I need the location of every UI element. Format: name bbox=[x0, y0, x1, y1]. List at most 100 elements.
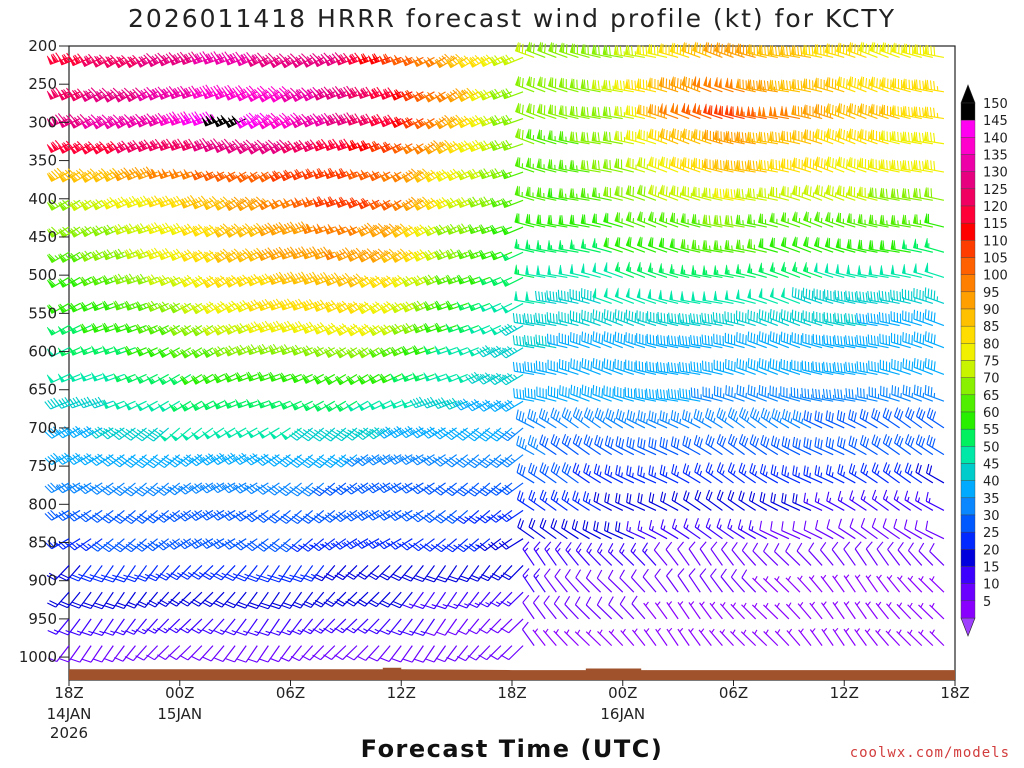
terrain-layer bbox=[69, 667, 955, 680]
wind-barb bbox=[80, 372, 103, 382]
wind-barb bbox=[780, 287, 801, 304]
wind-barb bbox=[768, 79, 789, 93]
wind-barb bbox=[500, 251, 524, 262]
colorbar-swatch bbox=[960, 137, 976, 155]
x-tick-label: 06Z bbox=[276, 684, 305, 702]
wind-barb bbox=[344, 454, 369, 467]
wind-barb bbox=[201, 373, 225, 385]
wind-barb bbox=[923, 159, 945, 173]
wind-barb bbox=[912, 187, 933, 201]
wind-barb bbox=[569, 310, 590, 327]
wind-barb bbox=[857, 239, 878, 253]
wind-barb bbox=[398, 454, 424, 466]
wind-barb bbox=[678, 335, 701, 349]
wind-barb bbox=[710, 541, 723, 566]
wind-barb bbox=[259, 565, 280, 583]
wind-barb bbox=[210, 452, 236, 466]
wind-barb bbox=[166, 538, 192, 550]
wind-barb bbox=[619, 595, 635, 620]
wind-barb bbox=[813, 288, 834, 304]
wind-barb bbox=[270, 565, 291, 583]
wind-barb bbox=[699, 568, 712, 593]
wind-barb bbox=[724, 264, 745, 279]
colorbar-swatch bbox=[960, 154, 976, 172]
wind-barb bbox=[780, 236, 801, 253]
wind-barb bbox=[379, 141, 402, 154]
wind-barb bbox=[667, 388, 690, 402]
wind-barb bbox=[57, 276, 81, 288]
colorbar-swatch bbox=[960, 394, 976, 413]
wind-barb bbox=[81, 565, 103, 583]
colorbar-swatch bbox=[960, 343, 976, 361]
wind-barb bbox=[901, 105, 922, 120]
wind-barb bbox=[901, 159, 922, 173]
wind-barb bbox=[44, 482, 70, 494]
wind-barb bbox=[868, 187, 889, 201]
wind-barb bbox=[825, 184, 845, 201]
y-tick-label: 850 bbox=[28, 534, 57, 552]
wind-barb bbox=[666, 568, 679, 593]
wind-barb bbox=[614, 185, 634, 201]
wind-barb bbox=[786, 628, 801, 647]
wind-barb bbox=[716, 407, 734, 429]
wind-barb bbox=[636, 184, 657, 201]
y-tick-label: 200 bbox=[28, 37, 57, 55]
wind-barb bbox=[281, 565, 303, 583]
wind-barb bbox=[758, 331, 779, 349]
y-tick-label: 700 bbox=[28, 419, 57, 437]
wind-barb bbox=[875, 628, 890, 647]
wind-barb bbox=[398, 425, 424, 439]
wind-barb bbox=[591, 79, 612, 93]
wind-barb bbox=[620, 628, 635, 647]
wind-barb bbox=[536, 187, 557, 201]
chart-title: 2026011418 HRRR forecast wind profile (k… bbox=[128, 4, 896, 33]
wind-barb bbox=[868, 265, 889, 279]
wind-barb bbox=[602, 158, 623, 173]
wind-barb bbox=[528, 489, 546, 511]
wind-barb bbox=[135, 248, 158, 260]
wind-barb bbox=[367, 591, 391, 608]
wind-barb bbox=[344, 427, 369, 441]
wind-barb bbox=[637, 465, 657, 484]
wind-barb bbox=[401, 55, 424, 67]
wind-barb bbox=[157, 618, 181, 634]
wind-barb bbox=[536, 158, 557, 173]
wind-barb bbox=[858, 76, 878, 93]
wind-barb bbox=[751, 602, 768, 620]
wind-barb bbox=[543, 595, 557, 620]
wind-barb bbox=[834, 335, 856, 349]
wind-barb bbox=[526, 41, 546, 59]
wind-barb bbox=[809, 601, 823, 620]
wind-barb bbox=[435, 645, 458, 663]
colorbar-label: 110 bbox=[983, 234, 1008, 249]
wind-barb bbox=[701, 334, 723, 349]
wind-barb bbox=[210, 509, 236, 521]
wind-barb bbox=[690, 361, 712, 376]
wind-barb bbox=[871, 518, 889, 540]
wind-barb bbox=[157, 591, 181, 607]
wind-barb bbox=[401, 372, 424, 382]
wind-barb bbox=[857, 265, 878, 279]
wind-barb bbox=[236, 645, 258, 663]
wind-barb bbox=[368, 618, 391, 635]
wind-barb bbox=[179, 645, 203, 661]
wind-barb bbox=[500, 88, 524, 100]
wind-barb bbox=[749, 434, 768, 456]
wind-barb bbox=[168, 645, 192, 661]
wind-barb bbox=[918, 602, 934, 620]
wind-barb bbox=[456, 301, 479, 311]
wind-barb bbox=[846, 264, 867, 279]
wind-barb bbox=[467, 645, 491, 661]
wind-barb bbox=[924, 237, 945, 253]
wind-barb bbox=[678, 313, 701, 327]
wind-barb bbox=[893, 407, 912, 429]
wind-barb bbox=[323, 272, 347, 287]
colorbar-swatch bbox=[960, 600, 976, 619]
wind-barb bbox=[235, 171, 258, 183]
wind-barb bbox=[168, 275, 192, 287]
wind-barb bbox=[235, 274, 258, 288]
wind-barb bbox=[797, 601, 812, 620]
wind-barb bbox=[80, 199, 103, 211]
wind-barb bbox=[890, 311, 911, 327]
